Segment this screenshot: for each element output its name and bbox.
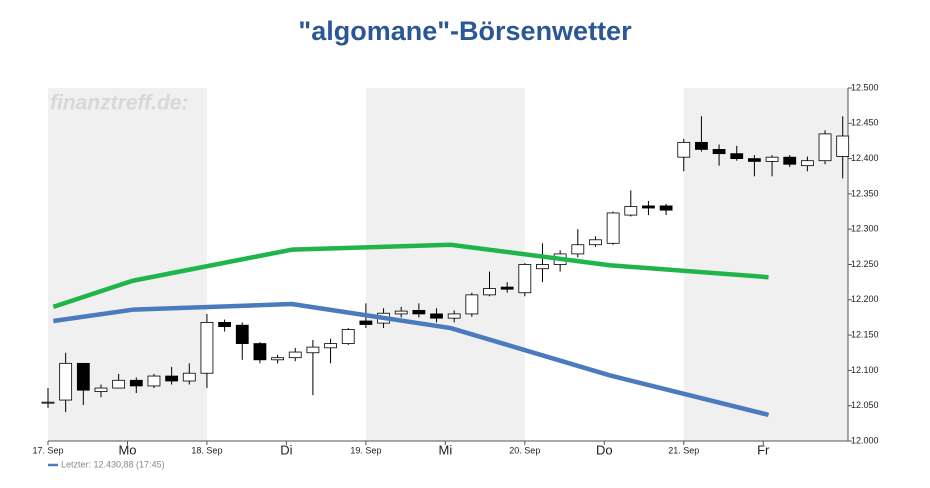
x-tick-label: Do [596, 442, 613, 457]
x-tick-label: Fr [757, 442, 770, 457]
day-band [48, 88, 207, 441]
y-tick-label: 12.350 [851, 188, 879, 198]
y-tick-label: 12.150 [851, 329, 879, 339]
candle-body [59, 362, 73, 401]
candle-body [465, 294, 479, 315]
x-tick-label: Mi [438, 442, 452, 457]
candle-body [41, 401, 55, 404]
candle-body [306, 346, 320, 354]
candle-body [200, 321, 214, 374]
candle-body [483, 288, 496, 296]
legend-label: Letzter: 12.430,88 (17:45) [61, 459, 165, 469]
candle-body [642, 205, 655, 209]
y-tick-label: 12.400 [851, 153, 879, 163]
x-tick-label: 20. Sep [509, 445, 540, 455]
candle-body [571, 244, 585, 255]
candle-body [430, 313, 443, 319]
candle-body [748, 158, 761, 162]
y-tick-label: 12.250 [851, 259, 879, 269]
y-tick-label: 12.300 [851, 224, 879, 234]
candle-body [235, 324, 249, 344]
candle-body [324, 343, 337, 349]
candle-body [253, 343, 267, 361]
line-series [52, 242, 769, 309]
candle-body [500, 286, 514, 290]
y-tick-label: 12.200 [851, 294, 879, 304]
candle-body [341, 329, 355, 344]
candle-body [147, 375, 161, 387]
candle-body [783, 156, 797, 165]
candle-body [677, 141, 691, 158]
x-tick-label: 17. Sep [32, 445, 63, 455]
candle-body [606, 212, 620, 244]
candle-body [288, 351, 302, 359]
y-tick-label: 12.000 [851, 435, 879, 445]
candle-body [271, 357, 284, 361]
line-series [52, 301, 770, 418]
candle-body [659, 205, 673, 211]
candle-body [182, 372, 196, 382]
candle-body [94, 387, 108, 392]
candle-body [589, 239, 602, 246]
candle-body [76, 362, 90, 391]
y-tick-label: 12.450 [851, 118, 879, 128]
candle-body [359, 320, 373, 325]
x-tick-label: Di [280, 442, 292, 457]
candle-body [447, 313, 461, 319]
candle-body [518, 264, 532, 294]
candle-body [165, 375, 179, 382]
candle-body [112, 379, 126, 389]
candle-body [800, 160, 814, 167]
candle-body [624, 206, 638, 216]
x-tick-label: 18. Sep [191, 445, 222, 455]
x-tick-label: 21. Sep [668, 445, 699, 455]
day-band [365, 88, 525, 441]
chart-title: "algomane"-Börsenwetter [298, 16, 632, 46]
candle-body [712, 149, 726, 155]
candle-body [394, 310, 408, 315]
candle-body [129, 379, 143, 387]
watermark: finanztreff.de: [50, 92, 188, 115]
x-tick-label: Mo [118, 442, 136, 457]
candle-body [730, 153, 744, 160]
candle-body [765, 156, 779, 162]
x-tick-label: 19. Sep [350, 445, 381, 455]
candle-body [218, 321, 232, 328]
y-tick-label: 12.100 [851, 365, 879, 375]
candle-body [412, 309, 426, 315]
y-tick-label: 12.500 [851, 82, 879, 92]
candle-body [836, 135, 850, 157]
bands [48, 88, 848, 441]
candle-body [536, 264, 549, 270]
y-tick-label: 12.050 [851, 400, 879, 410]
candle-body [818, 133, 832, 162]
candle-body [695, 141, 708, 150]
